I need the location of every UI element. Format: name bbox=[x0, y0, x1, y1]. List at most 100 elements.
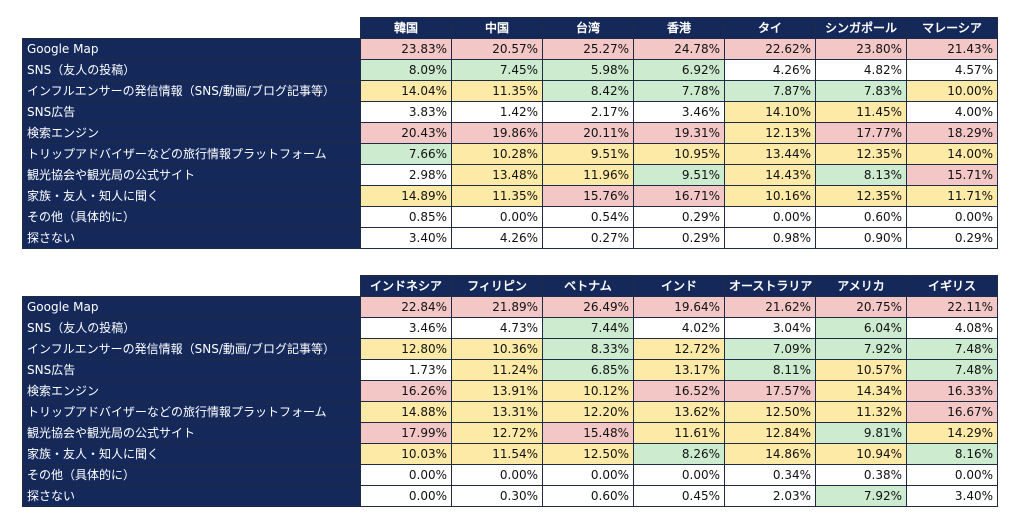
table-row: 検索エンジン 16.26% 13.91% 10.12% 16.52% 17.57% 14.3… bbox=[22, 380, 998, 402]
row-label: その他（具体的に） bbox=[22, 464, 361, 486]
value-cell: 4.57% bbox=[906, 59, 998, 81]
value-cell: 12.13% bbox=[724, 122, 816, 144]
corner-cell bbox=[22, 17, 361, 39]
value-cell: 17.77% bbox=[815, 122, 907, 144]
value-cell: 11.96% bbox=[542, 164, 634, 186]
table-row: 検索エンジン 20.43% 19.86% 20.11% 19.31% 12.13% 17.7… bbox=[22, 122, 998, 144]
table-row: Google Map 23.83% 20.57% 25.27% 24.78% 22.62%… bbox=[22, 38, 998, 60]
table-row: インフルエンサーの発信情報（SNS/動画/ブログ記事等） 14.04% 11.35%… bbox=[22, 80, 998, 102]
value-cell: 0.00% bbox=[451, 206, 543, 228]
value-cell: 4.00% bbox=[906, 101, 998, 123]
value-cell: 24.78% bbox=[633, 38, 725, 60]
row-label: 探さない bbox=[22, 485, 361, 507]
value-cell: 11.71% bbox=[906, 185, 998, 207]
column-header: インド bbox=[633, 275, 725, 297]
value-cell: 12.35% bbox=[815, 143, 907, 165]
value-cell: 14.34% bbox=[815, 380, 907, 402]
value-cell: 3.46% bbox=[633, 101, 725, 123]
value-cell: 4.82% bbox=[815, 59, 907, 81]
value-cell: 10.16% bbox=[724, 185, 816, 207]
table-row: SNS（友人の投稿） 3.46% 4.73% 7.44% 4.02% 3.04% 6.04%… bbox=[22, 317, 998, 339]
value-cell: 10.12% bbox=[542, 380, 634, 402]
value-cell: 15.71% bbox=[906, 164, 998, 186]
value-cell: 10.28% bbox=[451, 143, 543, 165]
table-header: 韓国 中国 台湾 香港 タイ シンガポール マレーシア bbox=[22, 17, 998, 39]
value-cell: 4.26% bbox=[451, 227, 543, 249]
value-cell: 10.36% bbox=[451, 338, 543, 360]
value-cell: 9.81% bbox=[815, 422, 907, 444]
row-label: 家族・友人・知人に聞く bbox=[22, 443, 361, 465]
value-cell: 26.49% bbox=[542, 296, 634, 318]
value-cell: 0.34% bbox=[724, 464, 816, 486]
corner-cell bbox=[22, 275, 361, 297]
value-cell: 9.51% bbox=[633, 164, 725, 186]
value-cell: 7.45% bbox=[451, 59, 543, 81]
value-cell: 6.04% bbox=[815, 317, 907, 339]
value-cell: 14.43% bbox=[724, 164, 816, 186]
value-cell: 3.46% bbox=[360, 317, 452, 339]
value-cell: 0.60% bbox=[542, 485, 634, 507]
value-cell: 19.86% bbox=[451, 122, 543, 144]
value-cell: 0.00% bbox=[724, 206, 816, 228]
value-cell: 12.72% bbox=[633, 338, 725, 360]
value-cell: 0.29% bbox=[633, 206, 725, 228]
value-cell: 0.00% bbox=[360, 485, 452, 507]
column-header: 台湾 bbox=[542, 17, 634, 39]
value-cell: 11.35% bbox=[451, 80, 543, 102]
value-cell: 8.26% bbox=[633, 443, 725, 465]
value-cell: 4.73% bbox=[451, 317, 543, 339]
value-cell: 13.48% bbox=[451, 164, 543, 186]
value-cell: 0.45% bbox=[633, 485, 725, 507]
table-row: 探さない 3.40% 4.26% 0.27% 0.29% 0.98% 0.90% 0.29% bbox=[22, 227, 998, 249]
value-cell: 18.29% bbox=[906, 122, 998, 144]
value-cell: 10.57% bbox=[815, 359, 907, 381]
value-cell: 21.43% bbox=[906, 38, 998, 60]
value-cell: 4.08% bbox=[906, 317, 998, 339]
row-label: インフルエンサーの発信情報（SNS/動画/ブログ記事等） bbox=[22, 80, 361, 102]
value-cell: 0.38% bbox=[815, 464, 907, 486]
value-cell: 0.29% bbox=[633, 227, 725, 249]
value-cell: 15.76% bbox=[542, 185, 634, 207]
value-cell: 3.83% bbox=[360, 101, 452, 123]
row-label: トリップアドバイザーなどの旅行情報プラットフォーム bbox=[22, 143, 361, 165]
value-cell: 3.04% bbox=[724, 317, 816, 339]
value-cell: 2.17% bbox=[542, 101, 634, 123]
table-row: その他（具体的に） 0.85% 0.00% 0.54% 0.29% 0.00% 0.60% 0… bbox=[22, 206, 998, 228]
table-row: SNS広告 3.83% 1.42% 2.17% 3.46% 14.10% 11.45% 4.0… bbox=[22, 101, 998, 123]
row-label: SNS（友人の投稿） bbox=[22, 317, 361, 339]
value-cell: 2.03% bbox=[724, 485, 816, 507]
value-cell: 20.57% bbox=[451, 38, 543, 60]
table-row: 家族・友人・知人に聞く 10.03% 11.54% 12.50% 8.26% 14.86%… bbox=[22, 443, 998, 465]
row-label: インフルエンサーの発信情報（SNS/動画/ブログ記事等） bbox=[22, 338, 361, 360]
value-cell: 7.44% bbox=[542, 317, 634, 339]
value-cell: 0.00% bbox=[633, 464, 725, 486]
header-row: 韓国 中国 台湾 香港 タイ シンガポール マレーシア bbox=[22, 17, 998, 39]
value-cell: 2.98% bbox=[360, 164, 452, 186]
value-cell: 22.11% bbox=[906, 296, 998, 318]
value-cell: 21.62% bbox=[724, 296, 816, 318]
value-cell: 0.54% bbox=[542, 206, 634, 228]
row-label: Google Map bbox=[22, 38, 361, 60]
value-cell: 0.00% bbox=[451, 464, 543, 486]
column-header: オーストラリア bbox=[724, 275, 816, 297]
value-cell: 10.03% bbox=[360, 443, 452, 465]
value-cell: 14.88% bbox=[360, 401, 452, 423]
value-cell: 7.66% bbox=[360, 143, 452, 165]
value-cell: 3.40% bbox=[360, 227, 452, 249]
table-body: Google Map 23.83% 20.57% 25.27% 24.78% 22.62%… bbox=[22, 38, 998, 249]
value-cell: 19.31% bbox=[633, 122, 725, 144]
row-label: 家族・友人・知人に聞く bbox=[22, 185, 361, 207]
value-cell: 0.27% bbox=[542, 227, 634, 249]
value-cell: 13.17% bbox=[633, 359, 725, 381]
row-label: 検索エンジン bbox=[22, 122, 361, 144]
table-row: SNS（友人の投稿） 8.09% 7.45% 5.98% 6.92% 4.26% 4.82%… bbox=[22, 59, 998, 81]
column-header: 香港 bbox=[633, 17, 725, 39]
value-cell: 11.32% bbox=[815, 401, 907, 423]
table-row: Google Map 22.84% 21.89% 26.49% 19.64% 21.62%… bbox=[22, 296, 998, 318]
value-cell: 7.09% bbox=[724, 338, 816, 360]
value-cell: 14.29% bbox=[906, 422, 998, 444]
table-row: 観光協会や観光局の公式サイト 17.99% 12.72% 15.48% 11.61% 12… bbox=[22, 422, 998, 444]
value-cell: 22.84% bbox=[360, 296, 452, 318]
column-header: イギリス bbox=[906, 275, 998, 297]
column-header: フィリピン bbox=[451, 275, 543, 297]
